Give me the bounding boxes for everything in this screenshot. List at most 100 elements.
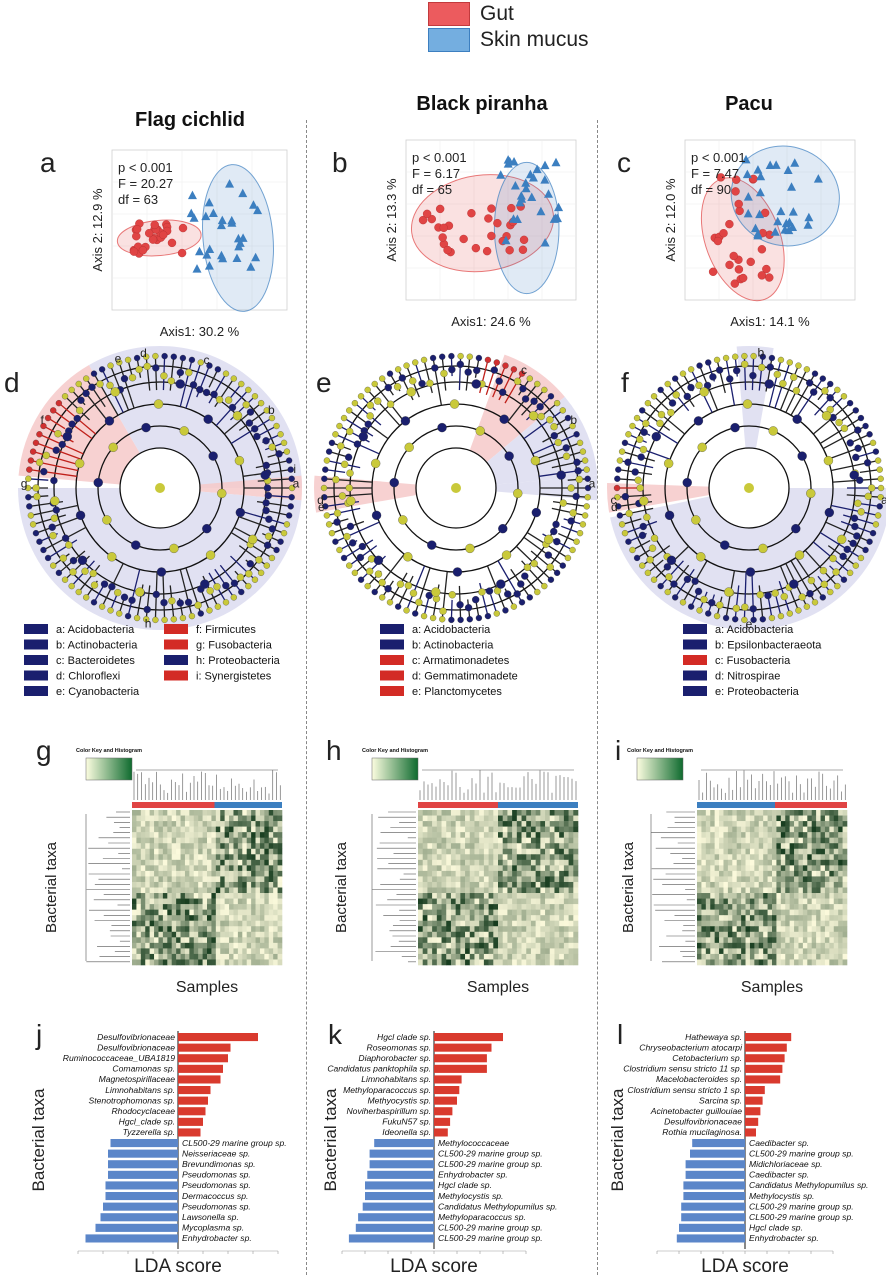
lda-bar bbox=[105, 1181, 178, 1190]
lda-bar bbox=[355, 1223, 434, 1232]
pcoa-skin-point bbox=[543, 189, 553, 198]
lda-bar bbox=[362, 1202, 434, 1211]
clade-label-c: c bbox=[521, 363, 527, 377]
pcoa-x-axis-label: Axis1: 24.6 % bbox=[451, 314, 531, 329]
pcoa-skin-point bbox=[532, 164, 542, 174]
lda-bar bbox=[434, 1117, 451, 1126]
lda-bar bbox=[745, 1086, 765, 1095]
clade-legend-label: d: Nitrospirae bbox=[715, 671, 780, 683]
panel-letter-j: j bbox=[35, 1019, 42, 1050]
lda-taxon-label: Desulfovibrionaceae bbox=[97, 1042, 175, 1052]
pcoa-gut-point bbox=[487, 204, 496, 213]
pcoa-skin-point bbox=[516, 191, 526, 200]
clade-legend-swatch bbox=[683, 639, 707, 650]
clade-label-e: e bbox=[318, 500, 325, 514]
pcoa-gut-point bbox=[757, 271, 767, 280]
lda-taxon-label: CL500-29 marine group sp. bbox=[438, 1159, 543, 1169]
clade-label-a: a bbox=[589, 476, 596, 490]
column-flag-cichlid: Flag cichlid a p < 0.001 F = 20.27 df = 63 Ax… bbox=[0, 0, 306, 1280]
pcoa-df-value: df = 63 bbox=[118, 192, 158, 207]
lda-taxon-label: Roseomonas sp. bbox=[367, 1042, 432, 1052]
lda-taxon-label: Hgcl_clade sp. bbox=[119, 1117, 175, 1127]
lda-taxon-label: Brevundimonas sp. bbox=[182, 1159, 256, 1169]
lda-bar bbox=[434, 1096, 457, 1105]
clade-label-a: a bbox=[293, 476, 300, 490]
pcoa-skin-point bbox=[776, 206, 786, 216]
lda-taxon-label: CL500-29 marine group sp. bbox=[182, 1138, 287, 1148]
top-legend: Gut Skin mucus bbox=[428, 0, 628, 54]
legend-label-gut: Gut bbox=[480, 2, 514, 25]
pcoa-skin-point bbox=[551, 157, 561, 167]
clade-label-f: f bbox=[41, 413, 45, 427]
species-title: Black piranha bbox=[416, 93, 548, 115]
clade-label-h: h bbox=[145, 616, 152, 630]
clade-legend-label: b: Actinobacteria bbox=[412, 640, 494, 652]
pcoa-gut-point bbox=[730, 279, 740, 288]
pcoa-f-value: F = 7.47 bbox=[691, 166, 739, 181]
lda-bar bbox=[679, 1223, 745, 1232]
clade-label-b: b bbox=[570, 413, 577, 427]
pcoa-skin-point bbox=[205, 244, 215, 253]
pcoa-gut-point bbox=[150, 220, 159, 230]
column-divider-1 bbox=[306, 120, 307, 1275]
lda-bar bbox=[676, 1234, 745, 1243]
clade-legend-label: e: Cyanobacteria bbox=[56, 686, 140, 698]
clade-legend-swatch bbox=[24, 655, 48, 665]
lda-bar bbox=[108, 1170, 178, 1179]
lda-bar bbox=[100, 1213, 178, 1222]
pcoa-gut-point bbox=[762, 264, 771, 274]
clade-label-d: d bbox=[140, 346, 147, 360]
pcoa-x-axis-label: Axis1: 30.2 % bbox=[160, 324, 240, 339]
lda-bar bbox=[745, 1096, 763, 1105]
pcoa-p-value: p < 0.001 bbox=[412, 150, 467, 165]
color-key bbox=[85, 757, 133, 781]
lda-bar bbox=[434, 1128, 448, 1137]
heatmap-y-axis-label: Bacterial taxa bbox=[43, 841, 60, 933]
pcoa-x-axis-label: Axis1: 14.1 % bbox=[730, 314, 810, 329]
heatmap-x-axis-label: Samples bbox=[741, 979, 803, 996]
pcoa-skin-point bbox=[515, 197, 525, 207]
pcoa-skin-point bbox=[201, 211, 211, 221]
lda-taxon-label: Clostridium sensu stricto 11 sp. bbox=[623, 1064, 742, 1074]
clade-label-b: b bbox=[758, 346, 765, 360]
lda-bar bbox=[108, 1149, 178, 1158]
lda-y-axis-label: Bacterial taxa bbox=[321, 1088, 340, 1192]
lda-taxon-label: Desulfovibrionaceae bbox=[97, 1032, 175, 1042]
lda-bar bbox=[369, 1149, 434, 1158]
lda-bar bbox=[369, 1160, 434, 1169]
lda-taxon-label: Lawsonella sp. bbox=[182, 1212, 239, 1222]
clade-legend-swatch bbox=[24, 670, 48, 681]
pcoa-gut-point bbox=[467, 209, 476, 218]
lda-taxon-label: Tyzzerella sp. bbox=[123, 1127, 175, 1137]
panel-letter-a: a bbox=[40, 147, 56, 178]
clade-legend-label: c: Fusobacteria bbox=[715, 655, 791, 667]
pcoa-gut-point bbox=[144, 229, 154, 238]
column-pacu: Pacu c p < 0.001 F = 7.47 df = 90 Axis1: 14.1… bbox=[597, 0, 886, 1280]
pcoa-skin-point bbox=[225, 179, 235, 188]
lda-taxon-label: Methylocystis sp. bbox=[749, 1191, 814, 1201]
clade-legend-swatch bbox=[380, 639, 404, 650]
lda-taxon-label: Cetobacterium sp. bbox=[672, 1053, 742, 1063]
pcoa-gut-point bbox=[734, 199, 743, 209]
pcoa-df-value: df = 65 bbox=[412, 182, 452, 197]
lda-y-axis-label: Bacterial taxa bbox=[29, 1088, 48, 1192]
lda-taxon-label: Enhydrobacter sp. bbox=[438, 1170, 508, 1180]
lda-bar bbox=[178, 1043, 231, 1052]
clade-legend-label: h: Proteobacteria bbox=[196, 655, 281, 667]
clade-legend-swatch bbox=[380, 624, 404, 634]
lda-bar bbox=[745, 1128, 756, 1137]
pcoa-skin-point bbox=[216, 220, 226, 230]
legend-swatch-skin bbox=[428, 28, 470, 52]
pcoa-skin-point bbox=[755, 209, 765, 219]
pcoa-skin-point bbox=[773, 216, 783, 226]
pcoa-skin-point bbox=[756, 171, 766, 181]
lda-bar bbox=[358, 1213, 434, 1222]
lda-taxon-label: Comamonas sp. bbox=[112, 1064, 175, 1074]
clade-legend-label: c: Bacteroidetes bbox=[56, 655, 135, 667]
lda-bar bbox=[365, 1192, 434, 1201]
lda-taxon-label: CL500-29 marine group sp. bbox=[749, 1148, 854, 1158]
lda-bar bbox=[178, 1096, 208, 1105]
panel-letter-h: h bbox=[326, 735, 342, 766]
lda-bar bbox=[434, 1043, 492, 1052]
legend-item-skin: Skin mucus bbox=[428, 28, 589, 52]
